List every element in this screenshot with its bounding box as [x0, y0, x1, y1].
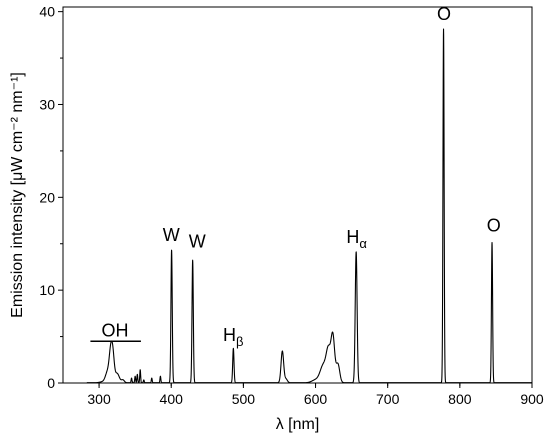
- y-tick-label: 20: [39, 189, 55, 205]
- x-tick-label: 700: [376, 391, 400, 407]
- x-axis-label: λ [nm]: [276, 416, 320, 433]
- annotation-w1: W: [163, 225, 180, 245]
- annotation-text: H: [346, 227, 359, 247]
- annotation-text: O: [487, 216, 501, 236]
- x-ticks: 300 400 500 600 700 800 900: [87, 383, 544, 407]
- axes: [62, 6, 533, 384]
- annotation-text: OH: [101, 321, 128, 341]
- x-tick-label: 500: [232, 391, 256, 407]
- annotation-subscript: α: [359, 236, 367, 251]
- annotation-w2: W: [189, 231, 206, 251]
- y-ticks: 0 10 20 30 40: [39, 4, 63, 391]
- plot-area: [86, 28, 533, 384]
- annotation-subscript: β: [236, 334, 243, 349]
- y-tick-label: 0: [47, 375, 55, 391]
- spectrum-series-line: [86, 28, 533, 384]
- plot-frame: [62, 6, 533, 384]
- x-tick-label: 800: [448, 391, 472, 407]
- annotation-o1: O: [437, 4, 451, 24]
- annotation-text: W: [189, 231, 206, 251]
- y-tick-label: 10: [39, 282, 55, 298]
- annotation-oh: OH: [101, 321, 128, 341]
- annotation-text: W: [163, 225, 180, 245]
- annotation-ha: Hα: [346, 227, 367, 251]
- annotation-o2: O: [487, 216, 501, 236]
- annotation-text: H: [223, 325, 236, 345]
- x-tick-label: 300: [87, 391, 111, 407]
- x-tick-label: 400: [160, 391, 184, 407]
- annotation-hb: Hβ: [223, 325, 243, 349]
- y-tick-label: 30: [39, 96, 55, 112]
- x-tick-label: 900: [520, 391, 544, 407]
- y-tick-label: 40: [39, 4, 55, 20]
- annotation-text: O: [437, 4, 451, 24]
- y-axis-label: Emission intensity [μW cm⁻² nm⁻¹]: [9, 72, 26, 318]
- x-tick-label: 600: [304, 391, 328, 407]
